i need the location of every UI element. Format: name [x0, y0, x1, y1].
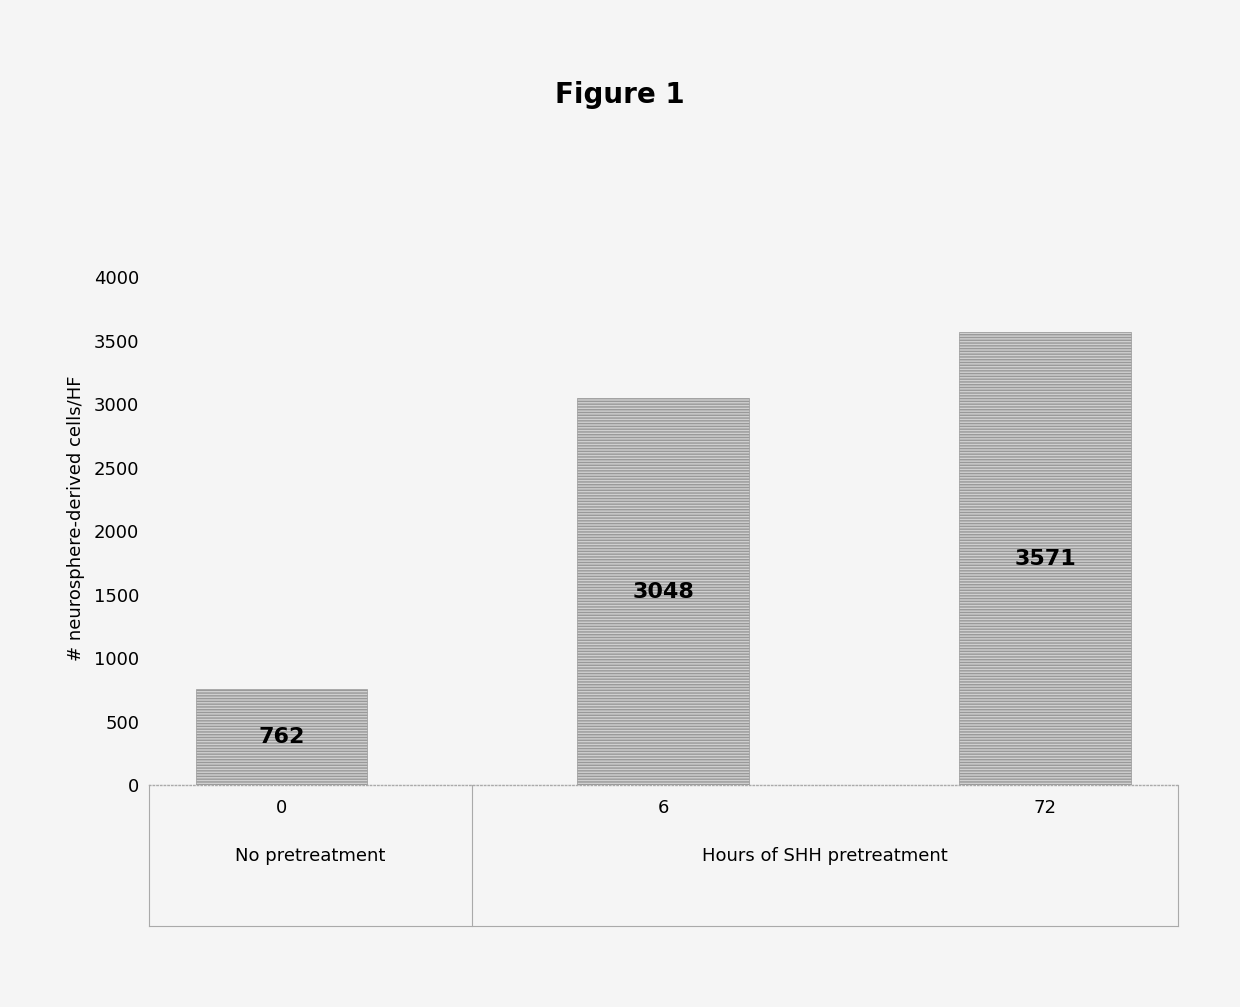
- Text: Hours of SHH pretreatment: Hours of SHH pretreatment: [702, 847, 949, 865]
- Y-axis label: # neurosphere-derived cells/HF: # neurosphere-derived cells/HF: [67, 376, 86, 662]
- Text: 3048: 3048: [632, 582, 694, 602]
- Bar: [196, 689, 367, 785]
- Text: 3571: 3571: [1014, 549, 1076, 569]
- Text: Figure 1: Figure 1: [556, 81, 684, 109]
- Text: No pretreatment: No pretreatment: [236, 847, 386, 865]
- Bar: [960, 331, 1131, 785]
- Bar: [578, 398, 749, 785]
- Text: 762: 762: [258, 727, 305, 747]
